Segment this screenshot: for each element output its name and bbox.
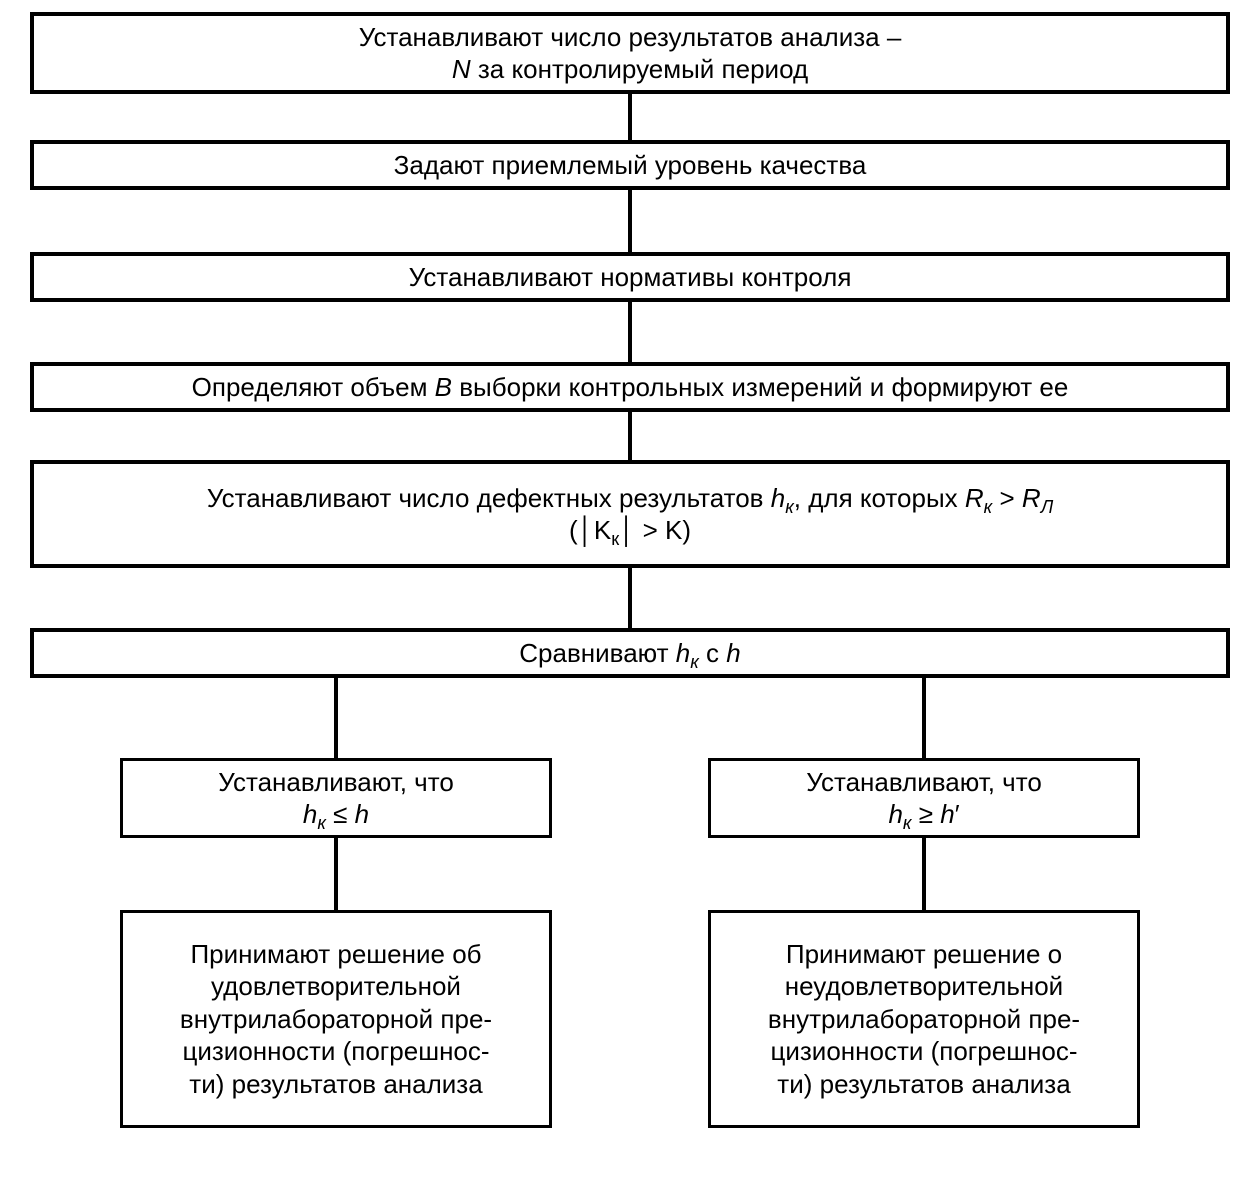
node-text: Задают приемлемый уровень качества <box>394 150 867 180</box>
flowchart-canvas: Устанавливают число результатов анализа … <box>0 0 1260 1178</box>
node-text: (│Kк│ > K) <box>569 515 691 545</box>
node-text: неудовлетворительной <box>785 971 1063 1001</box>
node-text: ≤ <box>326 799 355 829</box>
flow-node-6: Сравнивают hк с h <box>30 628 1230 678</box>
node-var: hк <box>888 799 911 829</box>
node-var: hк <box>303 799 326 829</box>
node-var: h <box>726 638 740 668</box>
node-text: цизионности (погрешнос- <box>770 1036 1077 1066</box>
node-text: Устанавливают число дефектных результато… <box>207 483 771 513</box>
node-text: ти) результатов анализа <box>189 1069 482 1099</box>
flow-node-5: Устанавливают число дефектных результато… <box>30 460 1230 568</box>
node-var: hк <box>676 638 699 668</box>
node-text: за контролируемый период <box>471 54 809 84</box>
connector <box>334 838 338 910</box>
node-text: выборки контрольных измерений и формирую… <box>452 372 1068 402</box>
node-text: Сравнивают <box>519 638 675 668</box>
node-text: ≥ <box>912 799 941 829</box>
node-var: Rк <box>965 483 992 513</box>
flow-node-2: Задают приемлемый уровень качества <box>30 140 1230 190</box>
node-text: , для которых <box>794 483 965 513</box>
flow-node-8-right-branch: Устанавливают, что hк ≥ h′ <box>708 758 1140 838</box>
node-text: Принимают решение об <box>190 939 481 969</box>
connector <box>334 678 338 758</box>
flow-node-1: Устанавливают число результатов анализа … <box>30 12 1230 94</box>
node-text: Определяют объем <box>192 372 435 402</box>
node-text: с <box>699 638 726 668</box>
node-text: > <box>992 483 1022 513</box>
connector <box>628 568 632 628</box>
connector <box>628 94 632 140</box>
flow-node-10-right-result: Принимают решение о неудовлетворительной… <box>708 910 1140 1128</box>
connector <box>628 302 632 362</box>
node-text: Устанавливают, что <box>806 767 1042 797</box>
node-text: внутрилабораторной пре- <box>768 1004 1080 1034</box>
node-text: ′ <box>955 799 960 829</box>
node-var: hк <box>771 483 794 513</box>
flow-node-4: Определяют объем B выборки контрольных и… <box>30 362 1230 412</box>
node-text: Принимают решение о <box>786 939 1062 969</box>
node-text: внутрилабораторной пре- <box>180 1004 492 1034</box>
flow-node-7-left-branch: Устанавливают, что hк ≤ h <box>120 758 552 838</box>
flow-node-9-left-result: Принимают решение об удовлетворительной … <box>120 910 552 1128</box>
node-text: ти) результатов анализа <box>777 1069 1070 1099</box>
node-var: B <box>435 372 452 402</box>
connector <box>628 412 632 460</box>
node-text: Устанавливают, что <box>218 767 454 797</box>
node-var: h <box>355 799 369 829</box>
connector <box>628 190 632 252</box>
node-var: N <box>452 54 471 84</box>
node-var: h <box>940 799 954 829</box>
node-var: RЛ <box>1022 483 1053 513</box>
flow-node-3: Устанавливают нормативы контроля <box>30 252 1230 302</box>
node-text: цизионности (погрешнос- <box>182 1036 489 1066</box>
node-text: Устанавливают число результатов анализа … <box>359 22 902 52</box>
node-text: Устанавливают нормативы контроля <box>409 262 852 292</box>
connector <box>922 838 926 910</box>
connector <box>922 678 926 758</box>
node-text: удовлетворительной <box>211 971 461 1001</box>
